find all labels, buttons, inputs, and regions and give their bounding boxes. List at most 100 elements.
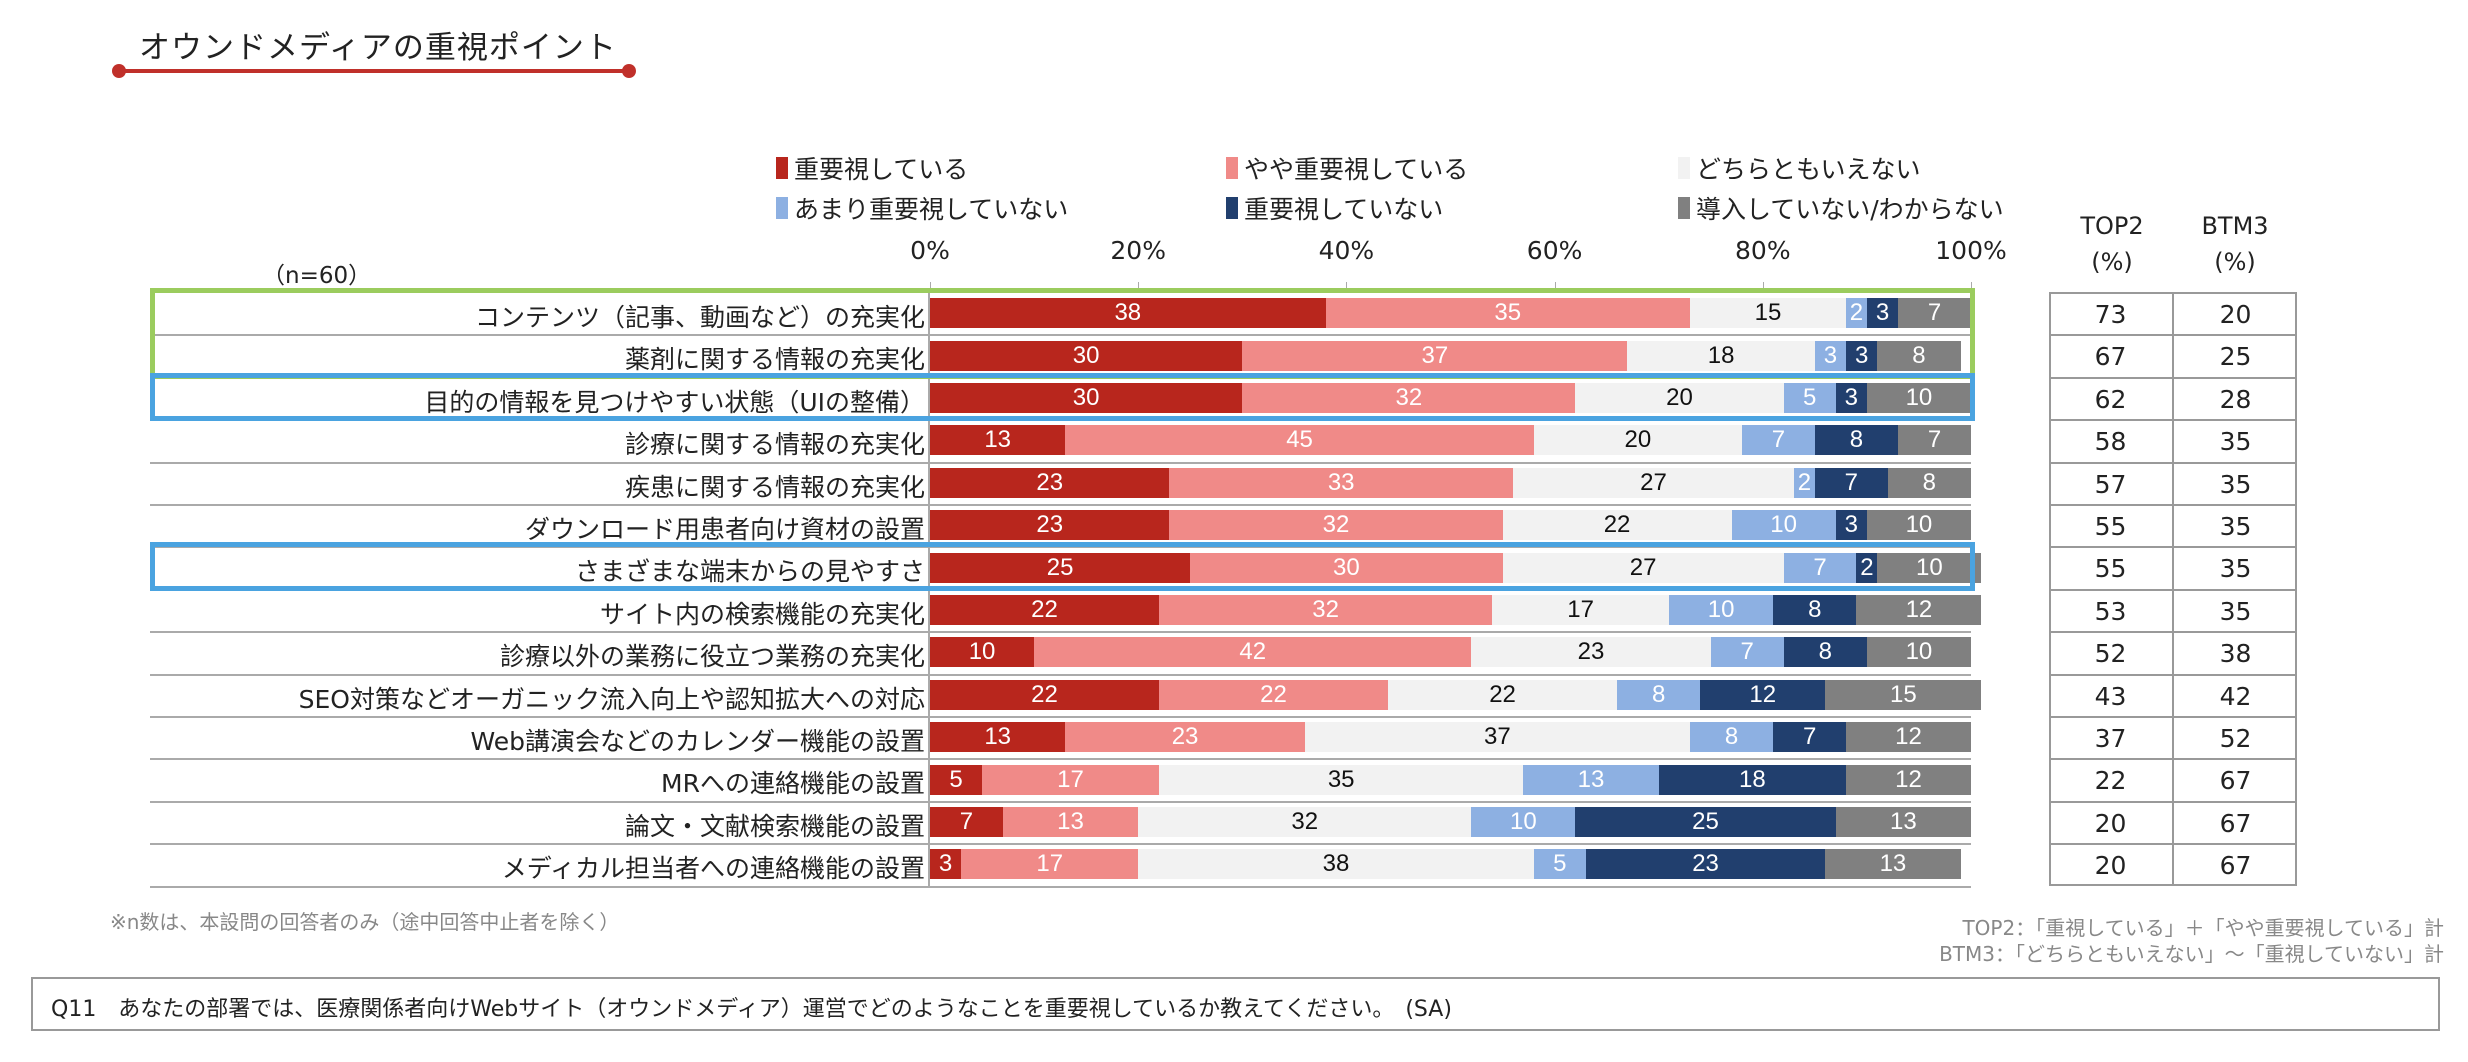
bar-segment: 17: [961, 849, 1139, 880]
legend-label: 重要視していない: [1244, 195, 1444, 224]
bar-segment: 23: [930, 467, 1170, 498]
row-divider: [150, 631, 1971, 634]
btm3-value: 35: [2219, 427, 2252, 457]
bar-segment: 8: [1773, 595, 1857, 625]
bar-segment: 22: [1388, 679, 1618, 710]
table-row-divider: [2049, 673, 2297, 676]
category-label: さまざまな端末からの見やすさ: [574, 557, 925, 587]
table-row-divider: [2049, 588, 2297, 591]
bar-segment: 22: [1502, 510, 1732, 541]
bar-segment: 20: [1575, 383, 1784, 413]
btm3-value: 25: [2219, 342, 2252, 372]
bar-segment: 15: [1689, 298, 1847, 329]
bar-segment: 12: [1856, 595, 1982, 625]
top2-value: 22: [2094, 766, 2127, 796]
legend-item: どちらともいえない: [1678, 150, 1921, 186]
btm3-value: 28: [2219, 384, 2252, 414]
bar-segment: 32: [1159, 595, 1493, 625]
bar-segment: 3: [1846, 340, 1878, 371]
top2-value: 62: [2094, 384, 2127, 414]
bar-segment: 7: [1814, 467, 1888, 498]
top2-value: 57: [2094, 469, 2127, 499]
row-divider: [150, 800, 1971, 803]
bar-segment: 27: [1502, 552, 1784, 583]
bar-segment: 30: [930, 340, 1243, 371]
top2-value: 20: [2094, 851, 2127, 881]
bar-segment: 3: [1835, 383, 1867, 413]
legend-swatch: [1226, 197, 1238, 219]
btm3-value: 35: [2219, 469, 2252, 499]
bar-segment: 10: [1866, 637, 1971, 668]
bar-segment: 37: [1242, 340, 1628, 371]
footnote-right-1: TOP2：「重視している」＋「やや重要視している」計: [1962, 916, 2444, 940]
bar-segment: 10: [1731, 510, 1836, 541]
top2-value: 67: [2094, 342, 2127, 372]
bar-segment: 35: [1159, 764, 1524, 795]
bar-segment: 7: [1898, 425, 1971, 456]
x-tick-label: 80%: [1735, 236, 1791, 265]
table-row-divider: [2049, 461, 2297, 464]
bar-segment: 13: [1002, 807, 1139, 837]
highlight-box-blue: [150, 372, 1975, 422]
table-row-divider: [2049, 376, 2297, 379]
bar-segment: 23: [1585, 849, 1826, 880]
btm3-value: 35: [2219, 554, 2252, 584]
btm3-value: 67: [2219, 808, 2252, 838]
x-tick-mark: [1971, 282, 1972, 290]
btm3-value: 67: [2219, 851, 2252, 881]
btm3-value: 35: [2219, 512, 2252, 541]
row-divider: [150, 716, 1971, 718]
bar-segment: 25: [930, 552, 1191, 583]
legend-label: やや重要視している: [1244, 155, 1469, 184]
bar-segment: 23: [930, 510, 1170, 541]
bar-segment: 12: [1700, 679, 1826, 710]
top2-value: 58: [2094, 427, 2127, 457]
row-divider: [150, 461, 1971, 464]
bar-segment: 2: [1856, 552, 1878, 583]
bar-segment: 15: [1825, 679, 1982, 710]
bar-segment: 13: [1523, 764, 1659, 795]
row-divider: [150, 885, 1971, 888]
category-label: ダウンロード用患者向け資材の設置: [524, 515, 925, 544]
bar-segment: 13: [930, 425, 1066, 456]
bar-segment: 23: [1471, 637, 1711, 668]
bar-segment: 17: [982, 764, 1160, 795]
footnote-right-2: BTM3：「どちらともいえない」～「重視していない」計: [1939, 942, 2444, 966]
bar-segment: 32: [1169, 510, 1503, 541]
legend-swatch: [1678, 197, 1690, 219]
highlight-box-blue: [150, 542, 1975, 591]
bar-segment: 25: [1575, 807, 1836, 837]
highlight-box-green: [150, 288, 1975, 379]
footnote-left: ※n数は、本設問の回答者のみ（途中回答中止者を除く）: [110, 910, 620, 934]
bar-segment: 22: [930, 679, 1160, 710]
table-row-divider: [2049, 716, 2297, 718]
legend-item: 導入していない/わからない: [1678, 190, 2004, 226]
top2-value: 52: [2094, 639, 2127, 669]
row-divider: [150, 334, 1971, 337]
bar-segment: 7: [1741, 425, 1815, 456]
x-tick-mark: [930, 282, 931, 290]
top2-unit: (%): [2091, 248, 2133, 276]
bar-segment: 22: [930, 595, 1160, 625]
top2-value: 20: [2094, 808, 2127, 838]
bar-segment: 38: [1138, 849, 1534, 880]
category-label: 診療以外の業務に役立つ業務の充実化: [499, 642, 925, 672]
x-tick-mark: [1346, 282, 1348, 290]
bar-segment: 10: [1471, 807, 1576, 837]
bar-segment: 27: [1512, 467, 1795, 498]
bar-segment: 8: [1814, 425, 1899, 456]
bar-segment: 23: [1065, 722, 1305, 753]
bar-segment: 3: [930, 849, 962, 880]
legend-label: 重要視している: [794, 155, 969, 184]
category-label: 論文・文献検索機能の設置: [624, 811, 925, 841]
bar-segment: 2: [1794, 467, 1815, 498]
bar-segment: 7: [1773, 722, 1847, 753]
category-label: 薬剤に関する情報の充実化: [624, 345, 925, 375]
top2-value: 55: [2094, 554, 2127, 584]
category-label: サイト内の検索機能の充実化: [599, 599, 925, 629]
x-tick-label: 60%: [1526, 236, 1583, 265]
question-box: Q11 あなたの部署では、医療関係者向けWebサイト（オウンドメディア）運営でど…: [31, 977, 2440, 1031]
bar-segment: 32: [1138, 807, 1472, 837]
bar-segment: 12: [1846, 764, 1971, 795]
